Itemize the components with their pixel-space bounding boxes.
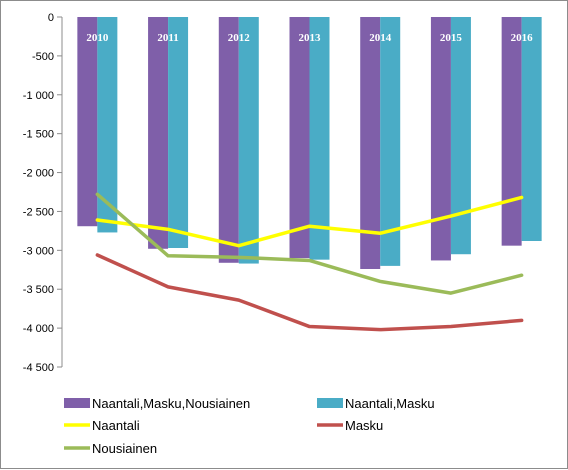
bar-naantali-masku-nousiainen-2010 bbox=[77, 17, 98, 227]
bar-naantali-masku-2010 bbox=[97, 17, 118, 233]
category-label-2014: 2014 bbox=[369, 32, 392, 44]
category-label-2012: 2012 bbox=[228, 32, 251, 44]
category-label-2015: 2015 bbox=[440, 32, 463, 44]
category-labels: 2010 2011 2012 2013 2014 2015 2016 bbox=[86, 32, 533, 44]
y-tick-label: -3 000 bbox=[23, 245, 54, 257]
y-tick-label: -1 000 bbox=[23, 90, 54, 102]
legend-label-nousiainen: Nousiainen bbox=[92, 441, 157, 456]
bar-naantali-masku-nousiainen-2016 bbox=[501, 17, 522, 246]
category-label-2016: 2016 bbox=[511, 32, 534, 44]
bar-naantali-masku-nousiainen-2014 bbox=[360, 17, 381, 269]
category-label-2010: 2010 bbox=[86, 32, 109, 44]
y-tick-label: -2 500 bbox=[23, 206, 54, 218]
lines-layer bbox=[95, 192, 524, 332]
bars-layer bbox=[77, 17, 542, 269]
category-label-2013: 2013 bbox=[299, 32, 322, 44]
category-label-2011: 2011 bbox=[157, 32, 178, 44]
legend-swatch-naantali-masku-nousiainen bbox=[64, 398, 90, 408]
bar-naantali-masku-nousiainen-2011 bbox=[148, 17, 169, 249]
axis-layer: 0 -500 -1 000 -1 500 -2 000 -2 500 -3 000 -3 50… bbox=[23, 12, 63, 374]
y-tick-label: -500 bbox=[32, 51, 54, 63]
legend-label-naantali-masku-nousiainen: Naantali,Masku,Nousiainen bbox=[92, 396, 250, 411]
line-nousiainen bbox=[95, 192, 524, 295]
y-tick-label: -1 500 bbox=[23, 129, 54, 141]
line-masku bbox=[95, 253, 524, 332]
legend-swatch-naantali-masku bbox=[317, 398, 343, 408]
bar-naantali-masku-nousiainen-2013 bbox=[289, 17, 310, 259]
legend: Naantali,Masku,Nousiainen Naantali,Masku N… bbox=[64, 396, 435, 456]
y-tick-label: -2 000 bbox=[23, 168, 54, 180]
bar-naantali-masku-2013 bbox=[309, 17, 330, 260]
bar-naantali-masku-nousiainen-2015 bbox=[430, 17, 451, 261]
y-tick-label: -3 500 bbox=[23, 284, 54, 296]
legend-label-naantali: Naantali bbox=[92, 418, 140, 433]
legend-label-masku: Masku bbox=[345, 418, 383, 433]
legend-label-naantali-masku: Naantali,Masku bbox=[345, 396, 435, 411]
y-tick-label: -4 500 bbox=[23, 362, 54, 374]
line-naantali bbox=[95, 195, 524, 248]
bar-naantali-masku-2015 bbox=[450, 17, 471, 255]
bar-naantali-masku-nousiainen-2012 bbox=[218, 17, 239, 263]
y-tick-label: 0 bbox=[48, 12, 54, 24]
bar-naantali-masku-2012 bbox=[238, 17, 259, 264]
y-tick-label: -4 000 bbox=[23, 323, 54, 335]
bar-naantali-masku-2011 bbox=[168, 17, 189, 248]
bar-naantali-masku-2016 bbox=[521, 17, 542, 241]
bar-naantali-masku-2014 bbox=[380, 17, 401, 266]
